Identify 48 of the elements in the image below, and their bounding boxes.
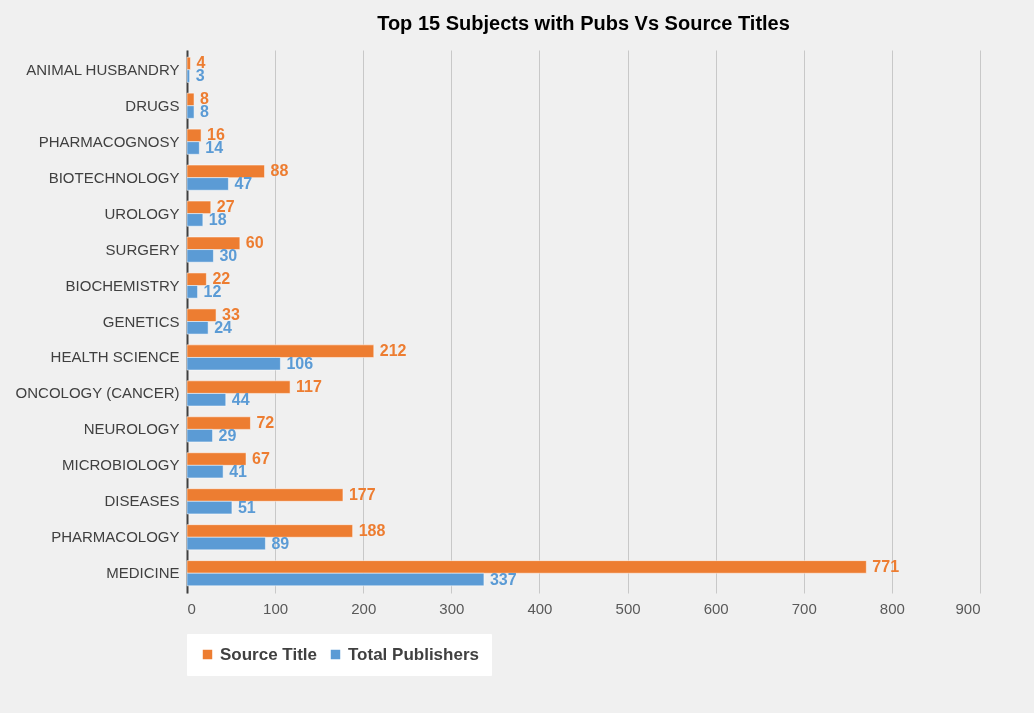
- y-tick-label: DRUGS: [125, 96, 180, 114]
- y-tick-label: MICROBIOLOGY: [61, 456, 180, 474]
- data-label: 212: [379, 342, 407, 360]
- data-label: 29: [218, 426, 237, 444]
- x-tick-label: 800: [879, 599, 905, 617]
- y-tick-label: MEDICINE: [106, 564, 180, 582]
- x-tick-label: 900: [955, 599, 981, 617]
- data-label: 117: [296, 378, 322, 396]
- data-label: 47: [234, 174, 253, 192]
- y-tick-label: NEUROLOGY: [83, 420, 180, 438]
- data-label: 106: [286, 354, 314, 372]
- data-label: 88: [270, 162, 289, 180]
- data-label: 41: [229, 462, 248, 480]
- y-tick-label: DISEASES: [104, 492, 180, 510]
- y-tick-label: PHARMACOLOGY: [51, 528, 180, 546]
- x-tick-label: 100: [263, 599, 289, 617]
- data-label: 337: [489, 570, 517, 588]
- chart-title: Top 15 Subjects with Pubs Vs Source Titles: [377, 12, 790, 34]
- data-label: 60: [245, 234, 264, 252]
- x-tick-label: 700: [791, 599, 817, 617]
- y-tick-label: SURGERY: [105, 240, 180, 258]
- legend-label: Source Title: [220, 644, 317, 664]
- y-tick-label: UROLOGY: [104, 204, 180, 222]
- data-label: 771: [872, 557, 900, 575]
- data-label: 188: [358, 521, 386, 539]
- y-tick-label: ANIMAL HUSBANDRY: [26, 60, 180, 78]
- y-tick-label: PHARMACOGNOSY: [38, 132, 180, 150]
- data-label: 51: [237, 498, 256, 516]
- data-label: 8: [200, 103, 210, 121]
- y-tick-label: BIOCHEMISTRY: [65, 276, 180, 294]
- x-tick-label: 200: [351, 599, 377, 617]
- data-label: 67: [252, 450, 270, 468]
- x-tick-label: 500: [615, 599, 641, 617]
- y-tick-label: GENETICS: [102, 312, 180, 330]
- data-label: 30: [219, 246, 238, 264]
- data-label: 3: [195, 67, 205, 85]
- y-tick-label: ONCOLOGY (CANCER): [15, 384, 180, 402]
- x-tick-label: 600: [703, 599, 729, 617]
- y-tick-label: BIOTECHNOLOGY: [48, 168, 180, 186]
- data-label: 89: [271, 534, 290, 552]
- legend-label: Total Publishers: [348, 644, 479, 664]
- y-tick-label: HEALTH SCIENCE: [50, 348, 180, 366]
- data-label: 177: [348, 486, 376, 504]
- data-label: 44: [231, 390, 250, 408]
- x-tick-label: 400: [527, 599, 553, 617]
- x-tick-label: 0: [187, 599, 196, 617]
- x-tick-label: 300: [439, 599, 465, 617]
- data-label: 72: [256, 414, 275, 432]
